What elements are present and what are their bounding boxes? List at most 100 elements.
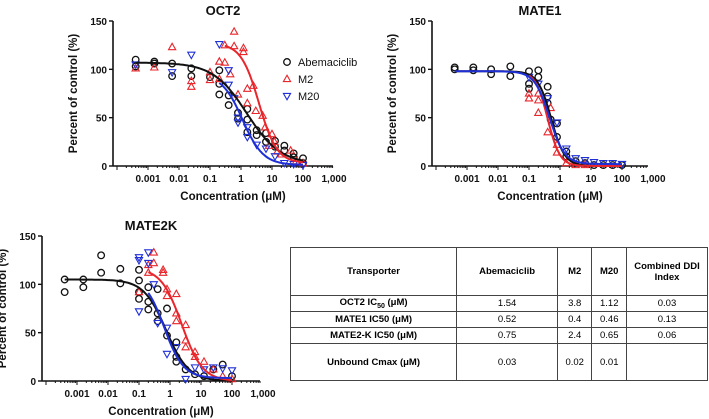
data-point — [580, 157, 590, 166]
fit-curve-abemaciclib — [64, 278, 232, 382]
data-point — [158, 264, 168, 273]
x-tick-label: 0.001 — [64, 389, 89, 400]
data-point — [233, 119, 243, 128]
data-point — [144, 305, 153, 314]
cell: 0.52 — [456, 311, 558, 328]
series-m20 — [524, 73, 627, 169]
fit-curve-m20 — [147, 292, 232, 379]
y-axis-label: Percent of control (%) — [0, 249, 9, 369]
fit-curve-m2 — [528, 74, 622, 167]
table-row: MATE2-K IC50 (μM) 0.75 2.4 0.65 0.06 — [289, 327, 708, 344]
data-point — [163, 304, 171, 313]
legend-label: M2 — [298, 74, 313, 86]
cell: 1.54 — [456, 295, 558, 312]
x-tick-label: 1 — [238, 174, 244, 185]
y-tick-label: 150 — [90, 17, 107, 28]
cell: 0.4 — [556, 311, 593, 328]
data-point — [220, 40, 230, 49]
data-point — [543, 82, 552, 91]
x-tick-label: 1,000 — [250, 389, 275, 400]
table-row: Unbound Cmax (μM) 0.03 0.02 0.01 — [289, 343, 708, 381]
data-point — [214, 41, 224, 50]
data-point — [208, 364, 218, 373]
cell: 0.13 — [626, 311, 708, 328]
y-tick-label: 150 — [19, 232, 36, 243]
x-tick-label: 0.001 — [454, 174, 479, 185]
x-tick-label: 1,000 — [640, 174, 665, 185]
data-point — [131, 63, 141, 72]
data-point — [205, 75, 215, 84]
data-point — [149, 281, 159, 290]
data-point — [143, 259, 153, 268]
x-tick-label: 0.01 — [98, 389, 118, 400]
data-point — [79, 283, 88, 292]
header-transporter: Transporter — [289, 247, 458, 296]
row-label: Unbound Cmax (μM) — [289, 343, 458, 381]
data-point — [158, 267, 168, 276]
data-point — [506, 72, 515, 81]
y-tick-label: 100 — [19, 280, 36, 291]
y-tick-label: 50 — [415, 114, 427, 125]
data-point — [134, 308, 144, 317]
chart-mate2k: MATE2K 0 50 100 150 0.001 0.01 0.1 1 10 100 1,000 Co… — [0, 218, 276, 418]
row-label: MATE2-K IC50 (μM) — [289, 327, 458, 344]
data-point — [171, 289, 181, 298]
data-point — [286, 145, 296, 154]
header-abemaciclib: Abemaciclib — [456, 247, 558, 296]
data-point — [153, 319, 163, 328]
cell: 0.01 — [591, 343, 627, 381]
data-point — [134, 257, 144, 266]
chart-mate1: MATE1 0 50 100 150 0.001 0.01 0.1 1 10 100 1,000 Con… — [387, 3, 666, 203]
data-point — [143, 249, 153, 258]
row-label-sub: 50 — [377, 302, 385, 310]
chart-title: MATE1 — [518, 3, 561, 18]
data-point — [261, 145, 271, 154]
data-point — [218, 365, 228, 374]
data-point — [134, 287, 144, 296]
x-tick-label: 10 — [585, 174, 597, 185]
legend-label: Abemaciclib — [298, 57, 357, 69]
data-point — [181, 342, 191, 351]
x-tick-label: 10 — [195, 389, 207, 400]
series-m20 — [134, 249, 237, 384]
fit-curve-abemaciclib — [454, 70, 622, 167]
cell: 0.75 — [456, 327, 558, 344]
data-point — [149, 62, 159, 71]
data-point — [533, 107, 543, 116]
data-point — [270, 153, 280, 162]
data-point — [487, 65, 496, 74]
legend-marker — [282, 74, 292, 83]
data-point — [116, 279, 125, 288]
cell: 0.46 — [591, 311, 627, 328]
cell: 0.03 — [456, 343, 558, 381]
chart-title: MATE2K — [125, 218, 178, 233]
x-axis-label: Concentration (μM) — [108, 406, 214, 418]
data-point — [238, 47, 248, 56]
y-axis-label: Percent of control (%) — [387, 34, 399, 154]
data-point — [224, 101, 233, 110]
data-point — [167, 42, 177, 51]
data-point — [190, 351, 200, 360]
data-point — [534, 66, 543, 75]
data-point — [214, 56, 224, 65]
x-tick-label: 0.01 — [488, 174, 508, 185]
data-point — [233, 114, 243, 123]
data-point — [131, 61, 141, 70]
series-abemaciclib — [131, 55, 307, 168]
data-point — [171, 316, 181, 325]
y-tick-label: 100 — [90, 65, 107, 76]
x-tick-label: 10 — [266, 174, 278, 185]
legend-marker — [282, 92, 292, 101]
chart-oct2: OCT2 0 50 100 150 0.001 0.01 0.1 1 10 100 1,000 Conc… — [68, 3, 357, 203]
y-axis-label: Percent of control (%) — [68, 34, 80, 154]
row-label: OCT2 IC50 (μM) — [289, 295, 458, 312]
x-tick-label: 0.001 — [135, 174, 160, 185]
data-point — [242, 133, 252, 142]
data-point — [135, 294, 143, 303]
data-point — [589, 158, 599, 168]
row-label-text: OCT2 IC — [339, 297, 378, 309]
data-point — [524, 93, 534, 102]
x-tick-label: 100 — [295, 174, 312, 185]
y-tick-label: 50 — [96, 114, 108, 125]
